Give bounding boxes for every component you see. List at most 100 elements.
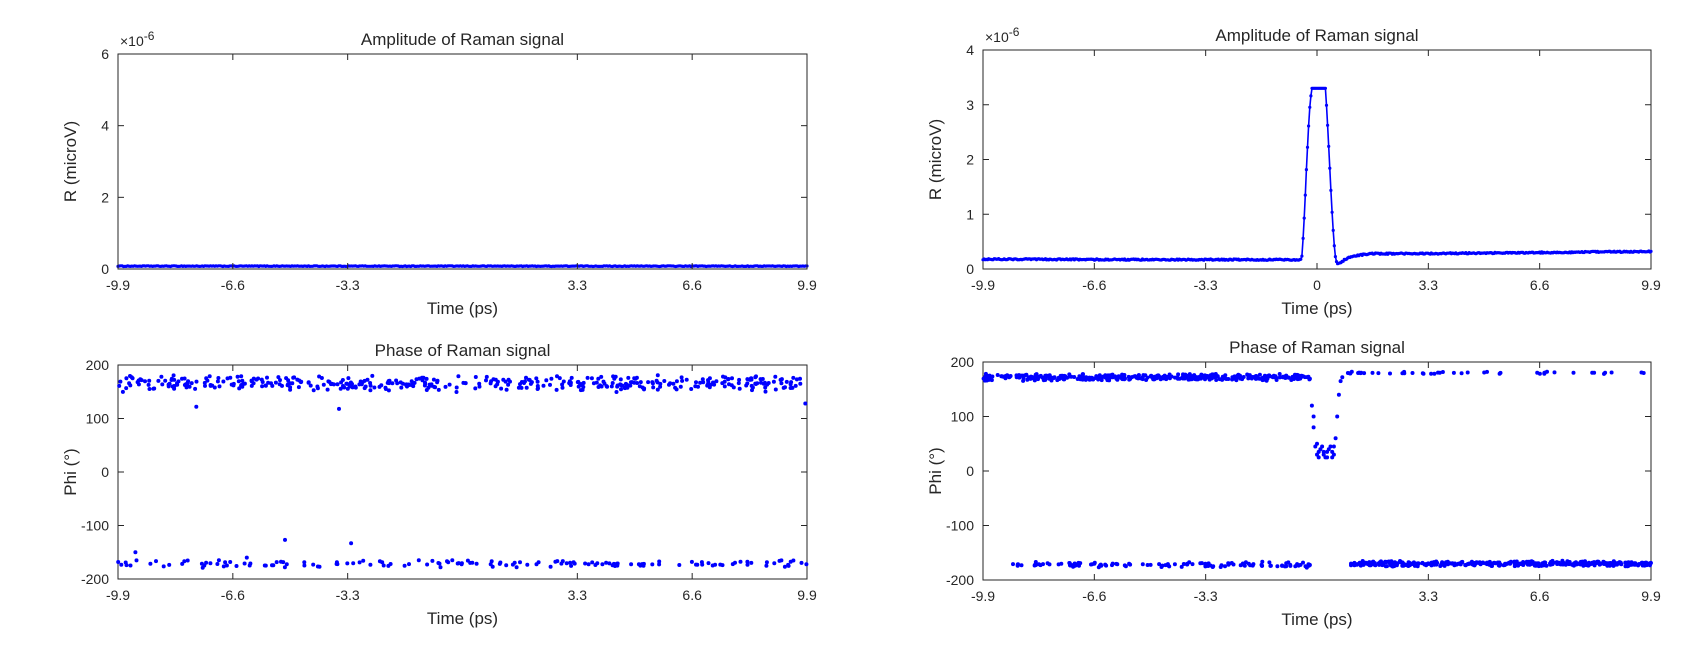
- data-point: [771, 379, 776, 384]
- data-point: [1316, 455, 1321, 460]
- data-point: [422, 383, 427, 388]
- data-point: [1226, 377, 1231, 381]
- data-point: [1587, 562, 1592, 567]
- chart-2: -9.9 -6.6 -3.3 0 3.3 6.6 9.9 0 1 2 3 4 Amplitude of …: [926, 25, 1661, 318]
- data-point: [745, 377, 750, 382]
- x-tick-label: 0: [1313, 277, 1321, 293]
- data-point: [535, 379, 540, 384]
- data-point: [1409, 561, 1414, 566]
- data-point: [224, 563, 229, 568]
- data-point: [1485, 560, 1490, 565]
- data-point: [1229, 561, 1234, 565]
- data-point: [1517, 561, 1522, 566]
- data-point: [568, 560, 573, 565]
- data-point: [248, 561, 253, 566]
- data-point: [642, 387, 646, 392]
- data-point: [362, 386, 367, 391]
- data-point: [1326, 123, 1330, 127]
- data-point: [117, 383, 122, 388]
- data-point: [779, 381, 784, 386]
- data-point: [790, 385, 795, 390]
- data-point: [510, 562, 515, 567]
- data-point: [700, 562, 705, 567]
- data-point: [569, 375, 574, 380]
- data-point: [1330, 210, 1334, 214]
- data-point: [488, 381, 493, 386]
- data-point: [1187, 377, 1192, 382]
- data-point: [387, 381, 392, 386]
- data-point: [159, 374, 164, 379]
- data-point: [1605, 563, 1610, 568]
- data-point: [1394, 563, 1399, 568]
- data-point: [1140, 377, 1145, 382]
- x-tick-label: -6.6: [1082, 588, 1106, 604]
- data-point: [1110, 372, 1115, 377]
- data-point: [560, 382, 565, 387]
- data-point: [614, 390, 619, 394]
- data-point: [1277, 375, 1282, 380]
- data-point: [995, 373, 1000, 377]
- data-point: [429, 383, 434, 388]
- data-point: [1623, 560, 1628, 565]
- data-point: [146, 382, 151, 387]
- data-point: [139, 378, 144, 383]
- data-point: [223, 560, 228, 565]
- data-point: [1410, 371, 1415, 375]
- data-point: [591, 381, 596, 386]
- data-point: [1230, 375, 1235, 380]
- data-point: [435, 380, 440, 385]
- data-point: [335, 382, 340, 387]
- data-point: [1148, 374, 1153, 379]
- plot-area: [117, 364, 808, 580]
- data-point: [745, 562, 750, 567]
- data-point: [738, 559, 743, 564]
- data-point: [349, 541, 354, 546]
- data-point: [668, 381, 673, 386]
- data-point: [773, 374, 778, 379]
- data-point: [148, 561, 153, 566]
- data-point: [674, 379, 679, 384]
- data-point: [758, 377, 763, 382]
- data-point: [544, 378, 549, 383]
- data-point: [689, 387, 694, 391]
- data-point: [169, 378, 174, 382]
- data-point: [1488, 561, 1493, 566]
- data-point: [1333, 436, 1338, 441]
- data-point: [1420, 561, 1425, 566]
- data-point: [1303, 564, 1308, 569]
- data-point: [172, 384, 177, 388]
- data-point: [567, 381, 572, 386]
- data-point: [604, 560, 609, 565]
- data-point: [1451, 370, 1456, 375]
- data-point: [337, 406, 341, 411]
- data-point: [372, 385, 377, 390]
- data-point: [1199, 561, 1204, 566]
- data-point: [425, 562, 430, 567]
- data-point: [160, 382, 165, 387]
- data-point: [1325, 449, 1330, 454]
- data-point: [679, 375, 684, 380]
- data-point: [236, 379, 241, 384]
- data-point: [657, 559, 662, 564]
- data-point: [722, 379, 727, 384]
- data-point: [989, 378, 994, 383]
- data-point: [1639, 370, 1644, 375]
- data-point: [706, 561, 711, 566]
- data-series: [981, 86, 1653, 266]
- data-point: [1274, 378, 1279, 382]
- data-point: [548, 382, 552, 387]
- data-point: [217, 384, 222, 389]
- data-point: [143, 379, 147, 384]
- data-point: [623, 381, 628, 386]
- data-point: [1103, 375, 1107, 380]
- data-point: [1388, 371, 1392, 376]
- data-point: [1640, 560, 1645, 565]
- data-point: [128, 383, 133, 388]
- data-point: [473, 386, 478, 391]
- data-point: [447, 382, 452, 387]
- data-point: [377, 559, 382, 564]
- data-point: [302, 560, 307, 565]
- x-axis-label: Time (ps): [1281, 299, 1352, 318]
- data-point: [706, 378, 710, 383]
- data-point: [423, 380, 427, 385]
